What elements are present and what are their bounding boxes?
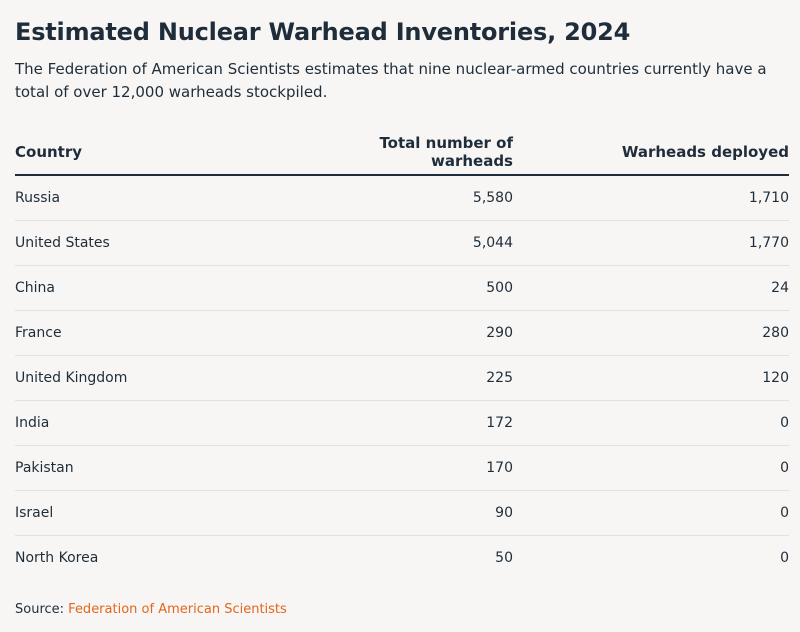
cell-country: North Korea: [15, 550, 99, 566]
source-label: Source:: [15, 602, 65, 617]
table-row: Israel 90 0: [15, 490, 789, 536]
cell-total: 225: [315, 355, 513, 401]
cell-total: 290: [315, 310, 513, 356]
chart-title: Estimated Nuclear Warhead Inventories, 2…: [15, 18, 631, 46]
cell-country: Israel: [15, 490, 315, 536]
cell-total: 50: [495, 550, 513, 566]
table-row: China 500 24: [15, 265, 789, 311]
chart-subtitle: The Federation of American Scientists es…: [15, 60, 767, 101]
cell-total: 5,580: [315, 175, 513, 221]
cell-total: 500: [315, 265, 513, 311]
cell-country: China: [15, 265, 315, 311]
column-header-deployed: Warheads deployed: [513, 130, 789, 176]
cell-deployed: 0: [513, 400, 789, 446]
table-body: Russia 5,580 1,710 United States 5,044 1…: [15, 175, 789, 580]
cell-total: 170: [315, 445, 513, 491]
cell-deployed: 280: [513, 310, 789, 356]
cell-country: United States: [15, 220, 315, 266]
cell-deployed: 1,710: [513, 175, 789, 221]
cell-deployed: 0: [513, 490, 789, 536]
cell-deployed: 24: [513, 265, 789, 311]
cell-total: 5,044: [315, 220, 513, 266]
cell-deployed: 1,770: [513, 220, 789, 266]
cell-country: United Kingdom: [15, 355, 315, 401]
source-note: Source: Federation of American Scientist…: [15, 601, 287, 619]
cell-total: 90: [315, 490, 513, 536]
cell-country: India: [15, 400, 315, 446]
source-link[interactable]: Federation of American Scientists: [68, 602, 287, 617]
column-header-total: Total number of warheads: [315, 130, 513, 176]
cell-country: France: [15, 310, 315, 356]
table-row: Russia 5,580 1,710: [15, 175, 789, 221]
table-row: Pakistan 170 0: [15, 445, 789, 491]
table-row: North Korea 50 0: [15, 536, 789, 581]
table-row: United Kingdom 225 120: [15, 355, 789, 401]
cell-deployed: 120: [513, 355, 789, 401]
table-header-row: Country Total number of warheads Warhead…: [15, 130, 789, 176]
table-row: United States 5,044 1,770: [15, 220, 789, 266]
cell-total: 172: [315, 400, 513, 446]
table-row: France 290 280: [15, 310, 789, 356]
cell-deployed: 0: [513, 445, 789, 491]
cell-country: Russia: [15, 175, 315, 221]
warhead-table: Country Total number of warheads Warhead…: [15, 130, 789, 580]
table-row: India 172 0: [15, 400, 789, 446]
cell-country: Pakistan: [15, 445, 315, 491]
column-header-country: Country: [15, 130, 315, 176]
cell-deployed: 0: [780, 550, 789, 566]
